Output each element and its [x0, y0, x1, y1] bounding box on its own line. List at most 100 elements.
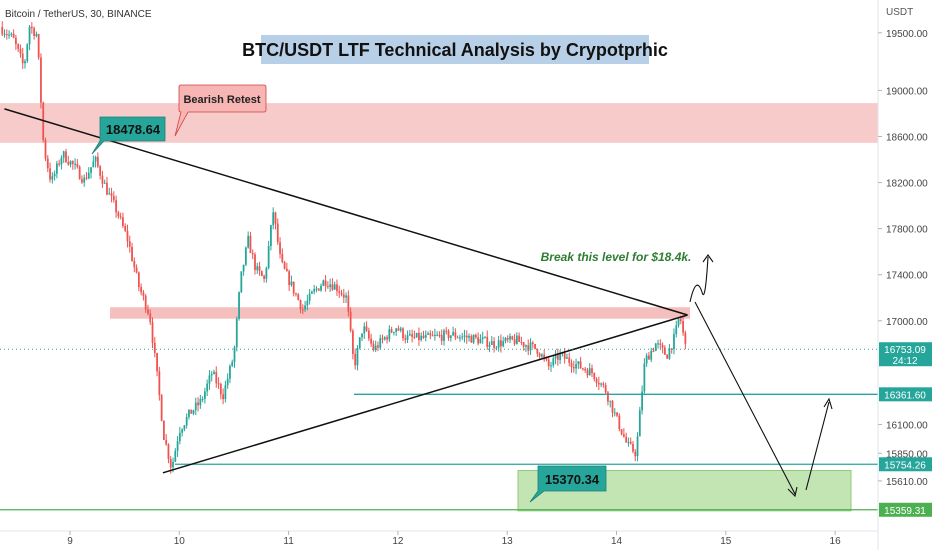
candle-down — [632, 443, 634, 452]
low-price-callout — [529, 465, 607, 503]
candle-down — [14, 37, 17, 45]
candle-up — [495, 347, 498, 349]
candle-down — [547, 359, 550, 367]
candle-down — [370, 338, 373, 344]
candle-down — [110, 193, 113, 197]
descending-trendline — [4, 108, 688, 316]
candle-down — [158, 371, 161, 395]
levels-layer — [0, 393, 878, 511]
candle-down — [684, 332, 687, 344]
bearish-retest-callout — [174, 84, 267, 137]
candle-up — [361, 333, 363, 338]
time-tick-label: 15 — [720, 536, 732, 547]
candle-down — [465, 335, 468, 338]
candle-down — [447, 330, 450, 339]
candle-down — [128, 241, 131, 247]
candle-down — [513, 339, 516, 344]
candle-up — [395, 328, 398, 332]
candle-up — [51, 176, 54, 180]
candle-down — [584, 368, 587, 371]
candle-up — [176, 441, 179, 451]
candle-down — [144, 295, 147, 310]
candle-down — [536, 348, 539, 354]
candle-down — [124, 225, 127, 231]
candle-down — [595, 378, 598, 383]
candle-down — [477, 337, 480, 344]
candle-up — [272, 212, 275, 226]
candle-up — [270, 225, 272, 247]
candle-down — [347, 295, 350, 312]
candle-down — [58, 163, 61, 165]
candle-up — [208, 375, 211, 384]
candle-up — [199, 399, 202, 406]
candle-up — [244, 247, 247, 265]
candle-down — [679, 319, 682, 322]
candle-down — [149, 313, 152, 323]
candle-down — [397, 328, 400, 331]
candle-up — [308, 293, 311, 301]
candle-down — [340, 292, 343, 295]
title-box — [261, 35, 649, 64]
candle-down — [165, 440, 168, 445]
candle-down — [78, 166, 81, 180]
candle-up — [461, 336, 464, 338]
candle-down — [648, 355, 650, 360]
price-axis-ticks: 19500.00 19000.00 18600.00 18200.00 17800.00… — [878, 29, 928, 488]
candle-down — [17, 44, 20, 49]
candle-down — [276, 223, 279, 243]
time-tick-label: 9 — [67, 536, 73, 547]
candle-up — [566, 357, 568, 359]
candle-up — [515, 335, 518, 344]
candle-down — [386, 337, 388, 340]
candle-up — [424, 334, 427, 338]
candle-down — [604, 385, 607, 393]
candle-up — [74, 163, 77, 165]
candle-up — [613, 412, 616, 414]
candle-up — [329, 284, 332, 287]
candle-down — [506, 337, 509, 340]
candle-up — [28, 26, 31, 45]
breakout-level-zone — [110, 307, 690, 319]
price-tick-label: 16100.00 — [886, 420, 928, 431]
price-tick-label: 17000.00 — [886, 317, 928, 328]
candle-down — [147, 309, 149, 314]
candle-down — [254, 254, 256, 271]
candle-down — [260, 271, 263, 276]
candle-down — [611, 400, 614, 413]
candle-up — [550, 365, 552, 367]
last-price-tag: 16753.09 24:12 — [879, 342, 932, 367]
candle-up — [242, 264, 245, 272]
candle-up — [468, 336, 470, 338]
breakout-arrow-head — [702, 254, 714, 263]
level-tag-label: 15754.26 — [884, 460, 926, 471]
candle-up — [525, 345, 527, 347]
candle-down — [486, 336, 489, 347]
candle-up — [374, 345, 377, 351]
candle-down — [666, 354, 669, 359]
candle-down — [440, 334, 443, 341]
candle-down — [520, 341, 523, 343]
candle-down — [197, 402, 199, 406]
candle-down — [274, 212, 277, 224]
candle-up — [459, 337, 461, 339]
candle-down — [438, 334, 441, 336]
candle-down — [37, 34, 40, 58]
candle-down — [215, 371, 218, 384]
candle-down — [365, 326, 368, 331]
candle-up — [53, 173, 56, 177]
candle-up — [235, 318, 238, 348]
candle-up — [233, 347, 236, 363]
candle-up — [443, 330, 445, 341]
candle-up — [185, 416, 188, 426]
candle-up — [449, 335, 452, 339]
time-tick-label: 16 — [830, 536, 842, 547]
candle-down — [133, 260, 136, 268]
time-tick-label: 14 — [611, 536, 623, 547]
price-tick-label: 17800.00 — [886, 225, 928, 236]
candle-up — [529, 342, 532, 351]
time-tick-label: 13 — [502, 536, 514, 547]
candle-up — [415, 332, 418, 338]
candles-layer — [1, 21, 687, 474]
candle-up — [358, 337, 361, 349]
